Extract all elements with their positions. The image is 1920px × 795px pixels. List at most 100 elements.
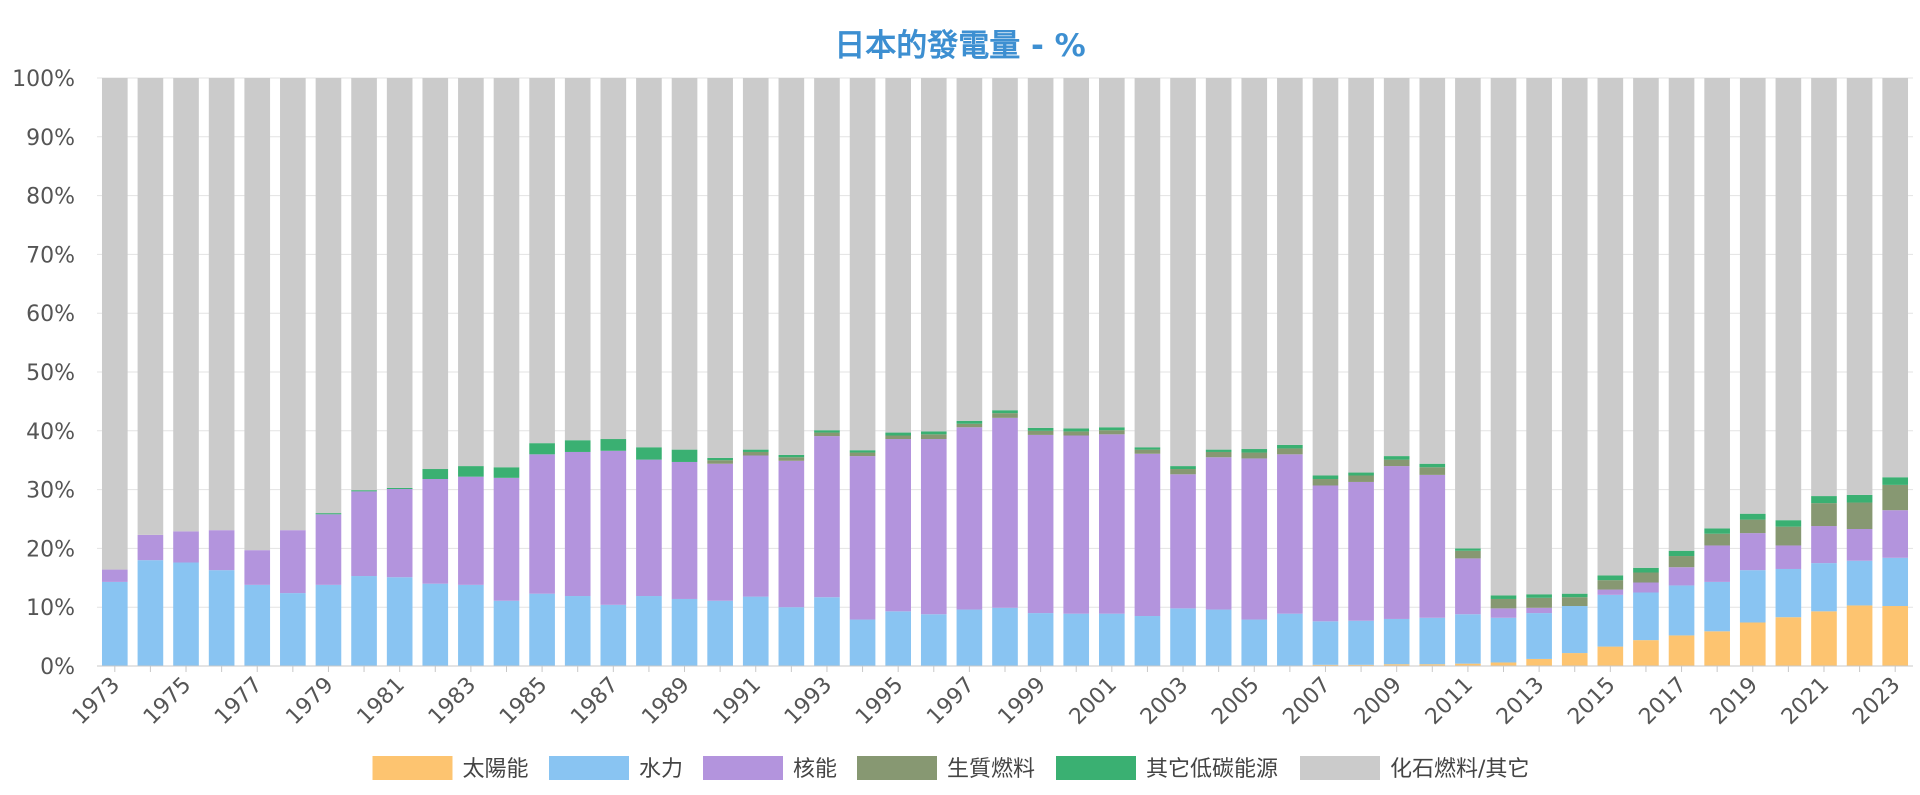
bar-segment bbox=[956, 427, 983, 610]
bar-segment bbox=[564, 440, 591, 452]
bar-segment bbox=[1205, 609, 1232, 666]
bar-segment bbox=[1704, 528, 1730, 534]
bar-segment bbox=[600, 439, 627, 451]
bar-segment bbox=[1490, 78, 1517, 596]
x-tick-label: 1983 bbox=[424, 673, 481, 730]
bar-segment bbox=[849, 452, 876, 457]
bar-segment bbox=[1419, 78, 1446, 464]
bar-segment bbox=[636, 459, 662, 597]
bar-segment bbox=[1668, 585, 1695, 636]
bar-segment bbox=[1811, 563, 1837, 612]
y-tick-label: 70% bbox=[26, 243, 75, 268]
bar-segment bbox=[1170, 474, 1196, 609]
legend-swatch bbox=[703, 756, 783, 780]
bar-segment bbox=[849, 456, 876, 620]
bar-segment bbox=[1134, 449, 1161, 454]
bar-segment bbox=[1063, 431, 1090, 436]
x-tick-label: 2009 bbox=[1350, 673, 1407, 730]
bar-segment bbox=[1633, 592, 1659, 641]
bar-segment bbox=[1277, 613, 1303, 666]
x-tick-label: 1985 bbox=[495, 673, 552, 730]
bar-segment bbox=[671, 449, 698, 462]
bar-segment bbox=[1419, 664, 1446, 666]
bar-segment bbox=[1739, 513, 1766, 520]
bar-segment bbox=[1633, 78, 1659, 568]
bar-segment bbox=[1348, 481, 1374, 621]
bar-segment bbox=[1597, 575, 1624, 581]
bar-segment bbox=[849, 619, 876, 666]
bar-segment bbox=[1526, 594, 1552, 598]
bar-segment bbox=[1455, 548, 1481, 551]
legend-swatch bbox=[549, 756, 629, 780]
bar-segment bbox=[1775, 568, 1802, 618]
bar-segment bbox=[351, 78, 377, 491]
bar-segment bbox=[1490, 595, 1517, 599]
bar-segment bbox=[885, 439, 911, 612]
bar-segment bbox=[1811, 526, 1837, 564]
x-tick-label: 1999 bbox=[994, 673, 1051, 730]
bar-segment bbox=[1597, 646, 1624, 666]
bar-segment bbox=[1739, 570, 1766, 623]
bar-segment bbox=[1526, 658, 1552, 666]
bar-segment bbox=[1775, 617, 1802, 666]
bar-segment bbox=[1241, 449, 1268, 453]
bar-segment bbox=[244, 78, 271, 551]
bar-segment bbox=[992, 607, 1018, 666]
bar-segment bbox=[1419, 467, 1446, 475]
x-tick-label: 1981 bbox=[353, 673, 410, 730]
bar-segment bbox=[742, 596, 769, 666]
bar-segment bbox=[1455, 663, 1481, 666]
legend-item[interactable]: 核能 bbox=[703, 756, 837, 782]
bar-segment bbox=[1205, 451, 1232, 458]
x-tick-label: 1997 bbox=[922, 673, 979, 730]
bar-segment bbox=[814, 78, 840, 431]
bar-segment bbox=[1312, 485, 1339, 622]
legend-item[interactable]: 太陽能 bbox=[372, 756, 529, 782]
bar-segment bbox=[636, 447, 662, 460]
legend-item[interactable]: 生質燃料 bbox=[857, 756, 1035, 782]
bar-segment bbox=[564, 451, 591, 597]
x-tick-label: 2015 bbox=[1563, 673, 1620, 730]
x-tick-label: 2011 bbox=[1421, 673, 1478, 730]
bar-segment bbox=[1633, 582, 1659, 593]
bar-segment bbox=[920, 434, 947, 440]
bar-segment bbox=[173, 531, 199, 563]
legend-label: 生質燃料 bbox=[947, 757, 1035, 782]
bar-segment bbox=[1455, 78, 1481, 549]
bar-segment bbox=[1561, 653, 1588, 666]
bar-segment bbox=[1668, 78, 1695, 551]
bar-segment bbox=[1419, 474, 1446, 618]
bar-segment bbox=[1633, 640, 1659, 666]
bar-segment bbox=[992, 413, 1018, 418]
bar-segment bbox=[386, 577, 413, 666]
bar-segment bbox=[1597, 78, 1624, 576]
x-tick-label: 1993 bbox=[780, 673, 837, 730]
bar-segment bbox=[1846, 605, 1873, 666]
bar-segment bbox=[1561, 593, 1588, 598]
bar-segment bbox=[422, 479, 449, 584]
bar-segment bbox=[1134, 616, 1161, 666]
bar-segment bbox=[671, 598, 698, 666]
bar-segment bbox=[493, 467, 520, 478]
bar-segment bbox=[1170, 469, 1196, 475]
bar-segment bbox=[529, 454, 555, 594]
legend-label: 化石燃料/其它 bbox=[1390, 757, 1529, 782]
bar-segment bbox=[351, 491, 377, 577]
bar-segment bbox=[600, 78, 627, 440]
bar-segment bbox=[1882, 510, 1909, 558]
legend-item[interactable]: 其它低碳能源 bbox=[1056, 756, 1278, 782]
legend-item[interactable]: 化石燃料/其它 bbox=[1300, 756, 1529, 782]
bar-segment bbox=[956, 423, 983, 428]
bar-segment bbox=[137, 560, 164, 666]
bar-segment bbox=[1099, 78, 1125, 428]
bar-segment bbox=[1455, 558, 1481, 615]
bar-segment bbox=[1704, 78, 1730, 529]
bar-segment bbox=[742, 78, 769, 450]
bar-segment bbox=[1704, 533, 1730, 546]
legend-swatch bbox=[1300, 756, 1380, 780]
bar-segment bbox=[1526, 597, 1552, 608]
bar-segment bbox=[1882, 606, 1909, 666]
legend-item[interactable]: 水力 bbox=[549, 756, 683, 782]
bar-segment bbox=[992, 410, 1018, 414]
bar-segment bbox=[1027, 434, 1054, 614]
